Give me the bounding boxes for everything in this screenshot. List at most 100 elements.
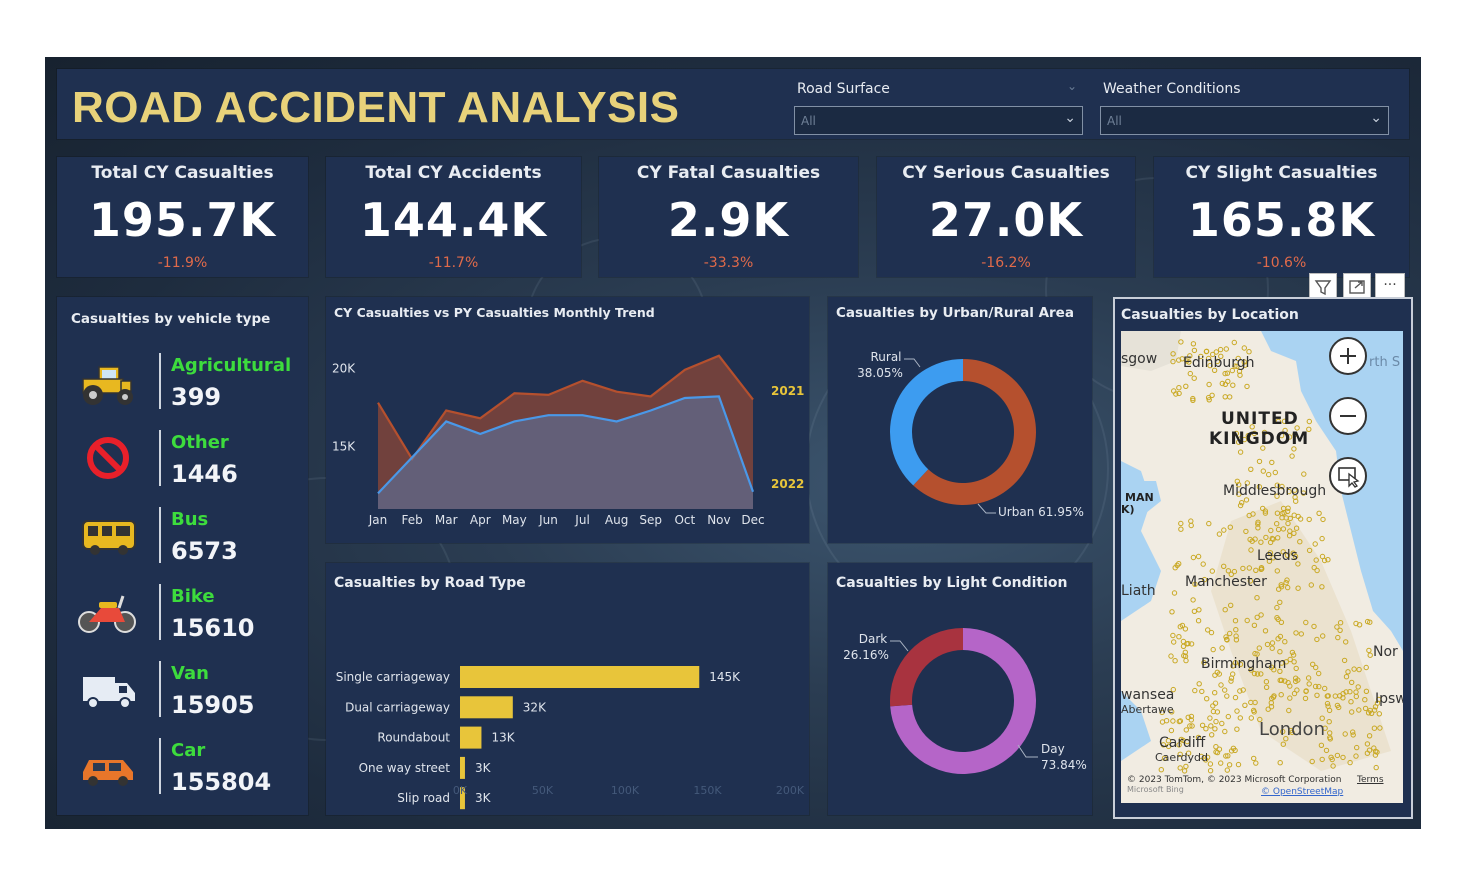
location-point xyxy=(1176,357,1182,363)
location-point xyxy=(1278,432,1285,439)
location-point xyxy=(1228,571,1235,578)
location-point xyxy=(1311,623,1317,630)
vehicle-type-panel[interactable]: Casualties by vehicle type Agricultural … xyxy=(57,297,308,815)
openstreetmap-link[interactable]: © OpenStreetMap xyxy=(1261,787,1344,797)
road-surface-collapse-icon[interactable]: ⌄ xyxy=(1067,79,1078,93)
location-point xyxy=(1297,539,1303,545)
zoom-out-button[interactable] xyxy=(1329,397,1367,435)
location-point xyxy=(1362,705,1369,712)
map-view[interactable]: sgow Edinburgh rth S UNITED KINGDOM MAN … xyxy=(1121,331,1403,803)
slice-label: Rural xyxy=(870,350,901,364)
location-point xyxy=(1237,688,1243,694)
light-condition-panel[interactable]: Casualties by Light Condition Dark 26.16%… xyxy=(828,563,1092,815)
location-point xyxy=(1371,745,1377,751)
vehicle-count: 6573 xyxy=(171,537,238,565)
vehicle-row-bike[interactable]: Bike 15610 xyxy=(75,584,305,654)
location-point xyxy=(1320,516,1326,523)
location-point xyxy=(1277,649,1283,655)
map-select-button[interactable] xyxy=(1329,457,1367,495)
location-point xyxy=(1275,418,1282,425)
kpi-total-casualties[interactable]: Total CY Casualties 195.7K -11.9% xyxy=(57,157,308,277)
kpi-slight-casualties[interactable]: CY Slight Casualties 165.8K -10.6% xyxy=(1154,157,1409,277)
kpi-total-accidents[interactable]: Total CY Accidents 144.4K -11.7% xyxy=(326,157,581,277)
bar xyxy=(460,666,700,688)
data-label: 32K xyxy=(523,700,547,714)
weather-conditions-label: Weather Conditions xyxy=(1103,81,1241,97)
dashboard-title: ROAD ACCIDENT ANALYSIS xyxy=(72,83,680,132)
kpi-serious-casualties[interactable]: CY Serious Casualties 27.0K -16.2% xyxy=(877,157,1135,277)
location-point xyxy=(1349,679,1355,686)
monthly-trend-chart: 15K 20K 2021 2022 Jan Feb Mar Apr May Jun Jul Aug Se… xyxy=(332,354,804,527)
location-point xyxy=(1190,554,1197,561)
location-point xyxy=(1334,752,1341,759)
location-point xyxy=(1213,718,1219,725)
location-point xyxy=(1263,679,1270,685)
car-icon xyxy=(83,760,133,786)
focus-mode-icon[interactable] xyxy=(1343,273,1371,301)
map-terms-link[interactable]: Terms xyxy=(1357,775,1384,785)
road-type-panel[interactable]: Casualties by Road Type Single carriagew… xyxy=(326,563,809,815)
kpi-fatal-casualties[interactable]: CY Fatal Casualties 2.9K -33.3% xyxy=(599,157,858,277)
location-point xyxy=(1365,710,1372,716)
weather-conditions-dropdown[interactable]: All ⌄ xyxy=(1100,106,1389,135)
urban-rural-panel[interactable]: Casualties by Urban/Rural Area Rural 38.0… xyxy=(828,297,1092,543)
kpi-value: 195.7K xyxy=(88,193,277,247)
location-point xyxy=(1196,607,1202,613)
location-point xyxy=(1168,653,1174,659)
vehicle-row-van[interactable]: Van 15905 xyxy=(75,661,305,731)
location-point xyxy=(1345,669,1351,675)
vehicle-row-car[interactable]: Car 155804 xyxy=(75,738,305,808)
x-tick-label: 150K xyxy=(693,784,722,797)
location-point xyxy=(1233,430,1240,437)
vehicle-count: 1446 xyxy=(171,460,238,488)
slice-label: Urban 61.95% xyxy=(998,505,1084,519)
location-point xyxy=(1192,687,1198,694)
donut-slice-urban xyxy=(913,359,1036,505)
location-point xyxy=(1260,445,1266,451)
location-point xyxy=(1176,742,1182,748)
vehicle-name: Bike xyxy=(171,586,215,607)
vehicle-row-bus[interactable]: Bus 6573 xyxy=(75,507,305,577)
more-options-icon[interactable]: ··· xyxy=(1375,273,1405,301)
location-point xyxy=(1252,699,1258,706)
location-point xyxy=(1212,700,1219,706)
location-point xyxy=(1191,347,1198,354)
location-point xyxy=(1288,727,1294,734)
location-point xyxy=(1325,703,1331,709)
location-point xyxy=(1178,526,1184,532)
location-point xyxy=(1290,652,1297,658)
road-surface-dropdown[interactable]: All ⌄ xyxy=(794,106,1083,135)
map-panel[interactable]: Casualties by Location sgow Edinburgh rt… xyxy=(1113,297,1413,819)
location-point xyxy=(1214,749,1221,756)
location-point xyxy=(1291,690,1298,697)
location-point xyxy=(1319,756,1325,763)
location-point xyxy=(1256,458,1263,465)
vehicle-row-agricultural[interactable]: Agricultural 399 xyxy=(75,353,305,423)
vehicle-row-other[interactable]: Other 1446 xyxy=(75,430,305,500)
location-point xyxy=(1221,563,1227,570)
location-point xyxy=(1182,626,1189,632)
kpi-value: 165.8K xyxy=(1187,193,1376,247)
location-point xyxy=(1301,471,1307,477)
location-point xyxy=(1218,760,1224,766)
kpi-value: 2.9K xyxy=(667,193,790,247)
weather-conditions-value: All xyxy=(1107,114,1122,128)
row-separator xyxy=(159,353,161,409)
location-point xyxy=(1234,363,1240,369)
location-point xyxy=(1222,394,1228,400)
map-label-uk-2: KINGDOM xyxy=(1209,429,1310,449)
location-point xyxy=(1171,639,1177,645)
row-separator xyxy=(159,430,161,486)
location-point xyxy=(1263,684,1270,690)
no-entry-icon xyxy=(87,437,129,479)
location-point xyxy=(1225,568,1232,574)
location-point xyxy=(1241,359,1248,365)
row-separator xyxy=(159,507,161,563)
zoom-in-button[interactable] xyxy=(1329,337,1367,375)
location-point xyxy=(1230,663,1236,669)
location-point xyxy=(1176,561,1182,567)
tractor-icon xyxy=(82,366,133,405)
location-point xyxy=(1308,582,1315,588)
monthly-trend-panel[interactable]: CY Casualties vs PY Casualties Monthly T… xyxy=(326,297,809,543)
location-point xyxy=(1303,619,1309,626)
